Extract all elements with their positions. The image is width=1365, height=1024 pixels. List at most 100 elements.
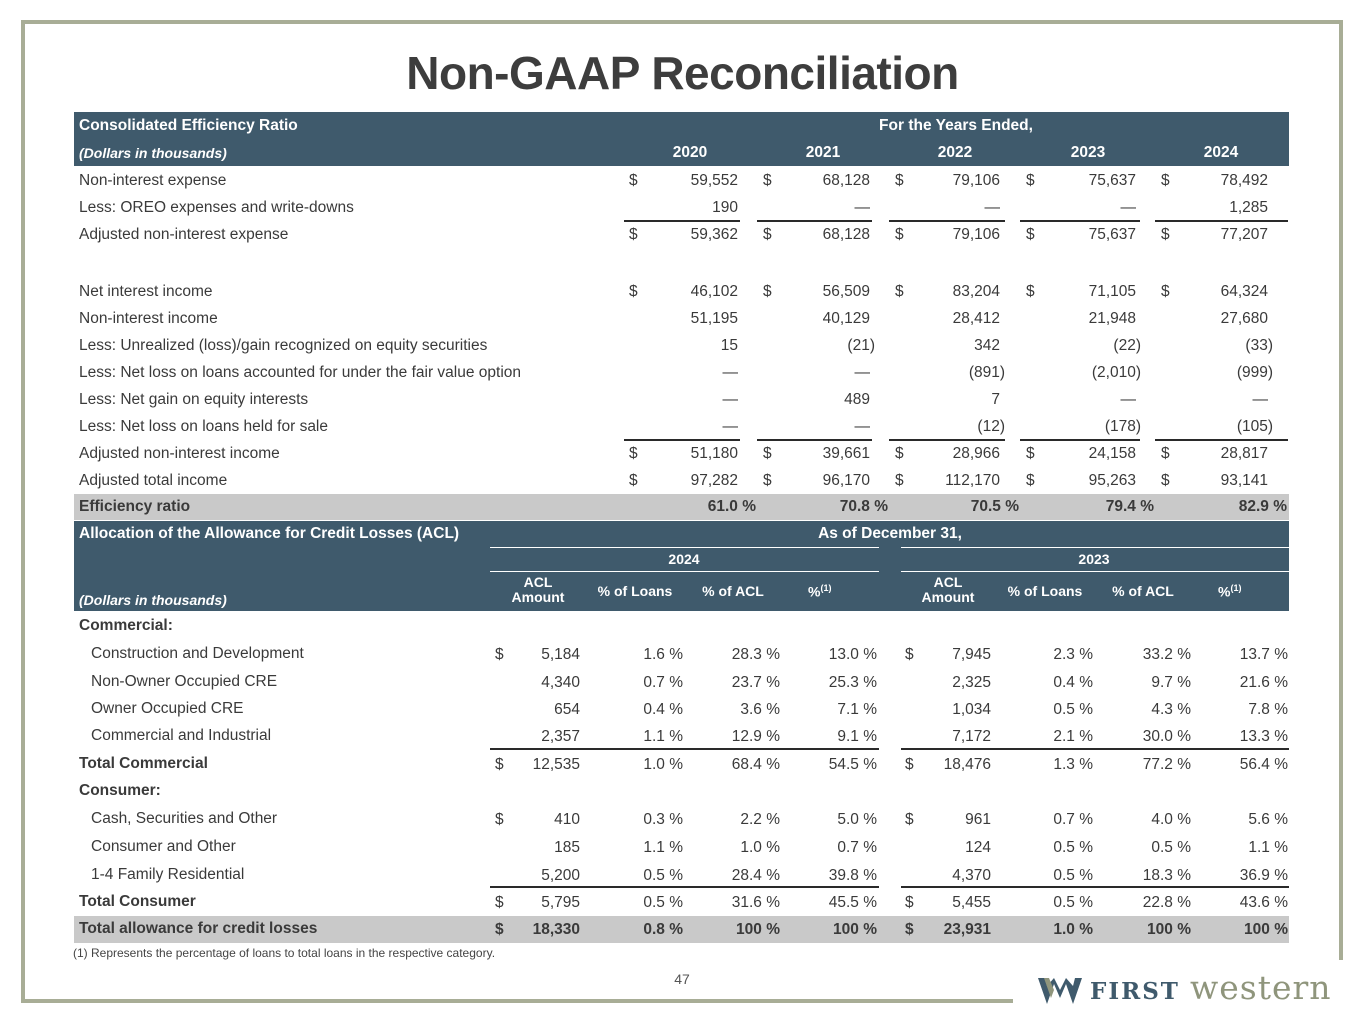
acl-cell: 2.1 % <box>1053 728 1093 745</box>
acl-cell: 13.0 % <box>828 646 877 663</box>
acl-row-label: Total allowance for credit losses <box>79 920 318 937</box>
pct-header: %(1) <box>1218 583 1258 600</box>
efficiency-cell: 83,204 <box>952 283 1000 300</box>
underline-rule <box>757 220 872 222</box>
efficiency-cell: — <box>854 418 871 435</box>
currency-symbol: $ <box>763 445 772 462</box>
efficiency-cell: (891) <box>968 364 1005 381</box>
acl-row-label: Construction and Development <box>91 645 304 662</box>
acl-cell: 7.1 % <box>837 701 877 718</box>
currency-symbol: $ <box>629 283 638 300</box>
acl-cell: 1.0 % <box>643 756 683 773</box>
efficiency-row-label: Less: Net gain on equity interests <box>79 391 309 408</box>
acl-cell: 9.1 % <box>837 728 877 745</box>
efficiency-cell: 71,105 <box>1088 283 1136 300</box>
efficiency-cell: 46,102 <box>690 283 738 300</box>
efficiency-row-label: Less: Unrealized (loss)/gain recognized … <box>79 337 488 354</box>
efficiency-cell: 79,106 <box>952 226 1000 243</box>
efficiency-year-header: 2022 <box>937 144 973 161</box>
currency-symbol: $ <box>1161 226 1170 243</box>
logo-first-text: FIRST <box>1090 978 1180 1005</box>
acl-cell: 12,535 <box>532 756 580 773</box>
logo-mark-icon <box>1038 978 1082 1004</box>
acl-cell: 54.5 % <box>828 756 877 773</box>
acl-cell: 9.7 % <box>1151 674 1191 691</box>
currency-symbol: $ <box>1161 445 1170 462</box>
efficiency-cell: 51,195 <box>690 310 738 327</box>
acl-cell: 0.5 % <box>1053 839 1093 856</box>
underline-rule <box>1020 439 1140 441</box>
acl-row-label: 1-4 Family Residential <box>91 866 245 883</box>
underline-rule <box>624 439 740 441</box>
acl-cell: 1.3 % <box>1053 756 1093 773</box>
acl-cell: 23,931 <box>943 921 991 938</box>
currency-symbol: $ <box>1026 445 1035 462</box>
efficiency-cell: (105) <box>1236 418 1273 435</box>
acl-cell: 13.7 % <box>1239 646 1288 663</box>
currency-symbol: $ <box>905 811 914 828</box>
currency-symbol: $ <box>1026 283 1035 300</box>
acl-cell: 0.4 % <box>1053 674 1093 691</box>
acl-amount-header-line1: ACL <box>523 574 553 590</box>
pct-header-footnote-ref: (1) <box>820 583 832 593</box>
acl-cell: 410 <box>554 811 580 828</box>
pct-header: %(1) <box>808 583 848 600</box>
footnote: (1) Represents the percentage of loans t… <box>73 946 496 960</box>
efficiency-row-label: Net interest income <box>79 283 213 300</box>
acl-cell: 0.7 % <box>1053 811 1093 828</box>
efficiency-cell: 21,948 <box>1088 310 1136 327</box>
acl-cell: 185 <box>554 839 580 856</box>
page-title: Non-GAAP Reconciliation <box>406 47 959 99</box>
acl-period-label: As of December 31, <box>818 525 962 542</box>
efficiency-cell: 97,282 <box>690 472 738 489</box>
currency-symbol: $ <box>895 172 904 189</box>
header-rule <box>490 547 879 548</box>
currency-symbol: $ <box>629 445 638 462</box>
acl-units: (Dollars in thousands) <box>79 592 227 608</box>
pct-header-symbol: % <box>808 583 821 600</box>
currency-symbol: $ <box>495 646 504 663</box>
currency-symbol: $ <box>495 811 504 828</box>
acl-cell: 1.0 % <box>1053 921 1093 938</box>
efficiency-cell: — <box>854 364 871 381</box>
efficiency-row-label: Adjusted non-interest income <box>79 445 280 462</box>
acl-cell: 0.5 % <box>1151 839 1191 856</box>
currency-symbol: $ <box>895 472 904 489</box>
logo-western-text: western <box>1190 968 1332 1007</box>
currency-symbol: $ <box>905 921 914 938</box>
efficiency-cell: 40,129 <box>822 310 870 327</box>
pct-acl-header: % of ACL <box>702 583 764 599</box>
acl-cell: 5,184 <box>541 646 580 663</box>
acl-cell: 1.6 % <box>643 646 683 663</box>
acl-cell: 0.7 % <box>643 674 683 691</box>
acl-cell: 2.2 % <box>740 811 780 828</box>
efficiency-cell: 190 <box>712 199 738 216</box>
currency-symbol: $ <box>1161 172 1170 189</box>
acl-cell: 0.5 % <box>643 867 683 884</box>
currency-symbol: $ <box>1161 472 1170 489</box>
acl-cell: 28.3 % <box>731 646 780 663</box>
efficiency-units: (Dollars in thousands) <box>79 145 227 161</box>
currency-symbol: $ <box>629 226 638 243</box>
page-number: 47 <box>674 971 690 987</box>
efficiency-ratio-row <box>74 494 1289 520</box>
acl-cell: 23.7 % <box>731 674 780 691</box>
efficiency-cell: 7 <box>991 391 1000 408</box>
efficiency-row-label: Less: Net loss on loans accounted for un… <box>79 364 522 381</box>
efficiency-cell: 93,141 <box>1220 472 1268 489</box>
acl-cell: 5.0 % <box>837 811 877 828</box>
currency-symbol: $ <box>895 283 904 300</box>
acl-cell: 25.3 % <box>828 674 877 691</box>
acl-header-bar <box>74 521 1289 611</box>
currency-symbol: $ <box>905 646 914 663</box>
efficiency-cell: 96,170 <box>822 472 870 489</box>
efficiency-cell: — <box>854 199 871 216</box>
efficiency-cell: (2,010) <box>1091 364 1141 381</box>
efficiency-cell: 28,817 <box>1220 445 1268 462</box>
efficiency-cell: (12) <box>977 418 1005 435</box>
efficiency-cell: (33) <box>1245 337 1273 354</box>
efficiency-row-label: Non-interest income <box>79 310 218 327</box>
efficiency-cell: 112,170 <box>945 472 1000 489</box>
efficiency-cell: (22) <box>1113 337 1141 354</box>
acl-cell: 31.6 % <box>731 894 780 911</box>
